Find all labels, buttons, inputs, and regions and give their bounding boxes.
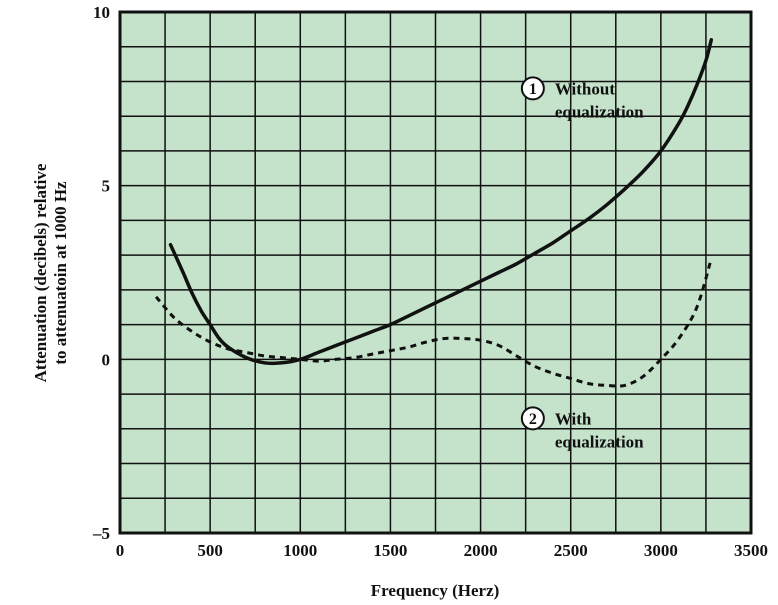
grid [120,12,751,533]
x-tick-label: 2500 [554,541,588,560]
x-tick-label: 500 [197,541,223,560]
y-tick-label: 5 [102,177,111,196]
annotation-number: 1 [529,81,537,98]
series-lines [154,38,714,388]
series-line-with [154,258,713,388]
x-tick-label: 1500 [373,541,407,560]
y-tick-labels: –5 0 5 10 [92,3,110,543]
x-tick-label: 3500 [734,541,768,560]
annotation-label-line: equalization [555,102,644,121]
annotation-number-circle [520,406,545,431]
y-tick-label: –5 [92,524,110,543]
annotation-label-line: equalization [555,432,644,451]
series-line-without [168,38,714,366]
annotation-label-line: Without [555,79,615,98]
y-axis-title-line-1: Attenuation (decibels) relative [31,163,50,382]
annotations: 1 Without equalization 2 With equalization [520,76,644,451]
x-tick-label: 2000 [464,541,498,560]
x-tick-label: 1000 [283,541,317,560]
y-tick-label: 10 [93,3,110,22]
plot-frame [118,10,753,535]
x-axis-title: Frequency (Herz) [371,581,500,600]
annotation-number-circle [520,76,545,101]
y-axis-title: Attenuation (decibels) relative to atten… [31,163,70,382]
y-tick-label: 0 [102,350,111,369]
x-tick-label: 3000 [644,541,678,560]
y-axis-title-line-2: to attenuatoin at 1000 Hz [51,181,70,365]
x-tick-label: 0 [116,541,125,560]
annotation-label-line: With [555,409,592,428]
x-tick-labels: 0 500 1000 1500 2000 2500 3000 3500 [116,541,768,560]
annotation-number: 2 [529,411,537,428]
